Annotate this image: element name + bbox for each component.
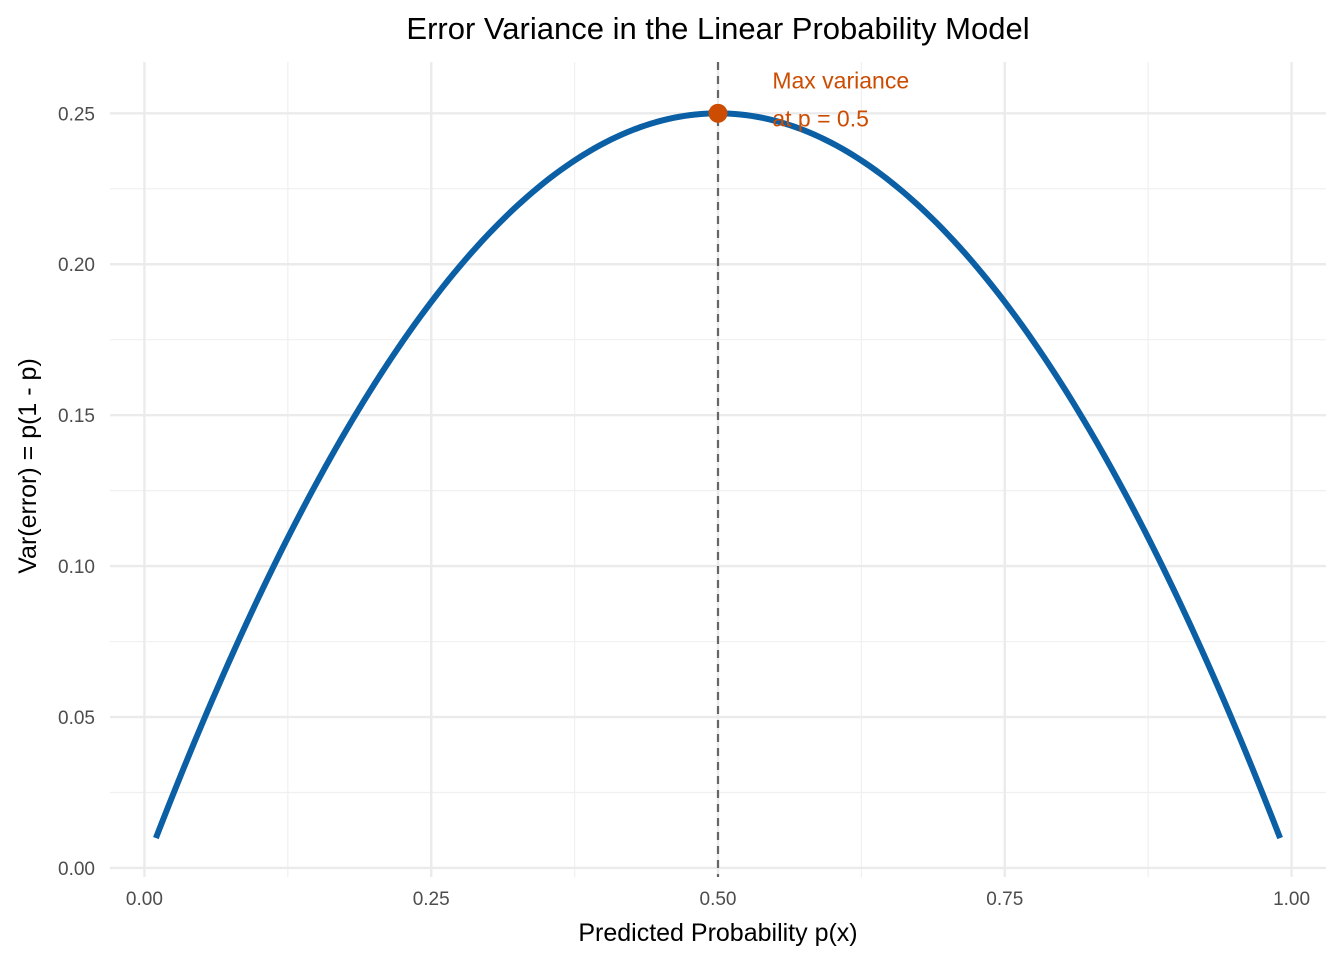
max-variance-annotation: Max variance at p = 0.5 (772, 67, 915, 131)
y-tick-label: 0.20 (58, 255, 95, 276)
y-tick-label: 0.00 (58, 859, 95, 880)
x-axis-tick-labels: 0.00 0.25 0.50 0.75 1.00 (126, 889, 1310, 910)
y-tick-label: 0.25 (58, 104, 95, 125)
max-variance-point (708, 103, 728, 123)
x-tick-label: 0.00 (126, 889, 163, 910)
x-tick-label: 1.00 (1273, 889, 1310, 910)
x-axis-title: Predicted Probability p(x) (578, 919, 857, 947)
y-tick-label: 0.10 (58, 557, 95, 578)
chart-title: Error Variance in the Linear Probability… (406, 11, 1029, 46)
x-tick-label: 0.50 (700, 889, 737, 910)
annotation-line-2: at p = 0.5 (772, 105, 869, 131)
x-tick-label: 0.25 (413, 889, 450, 910)
annotation-line-1: Max variance (772, 67, 909, 93)
y-axis-title: Var(error) = p(1 - p) (14, 358, 42, 574)
y-axis-tick-labels: 0.00 0.05 0.10 0.15 0.20 0.25 (58, 104, 95, 880)
x-tick-label: 0.75 (986, 889, 1023, 910)
y-tick-label: 0.15 (58, 406, 95, 427)
y-tick-label: 0.05 (58, 708, 95, 729)
